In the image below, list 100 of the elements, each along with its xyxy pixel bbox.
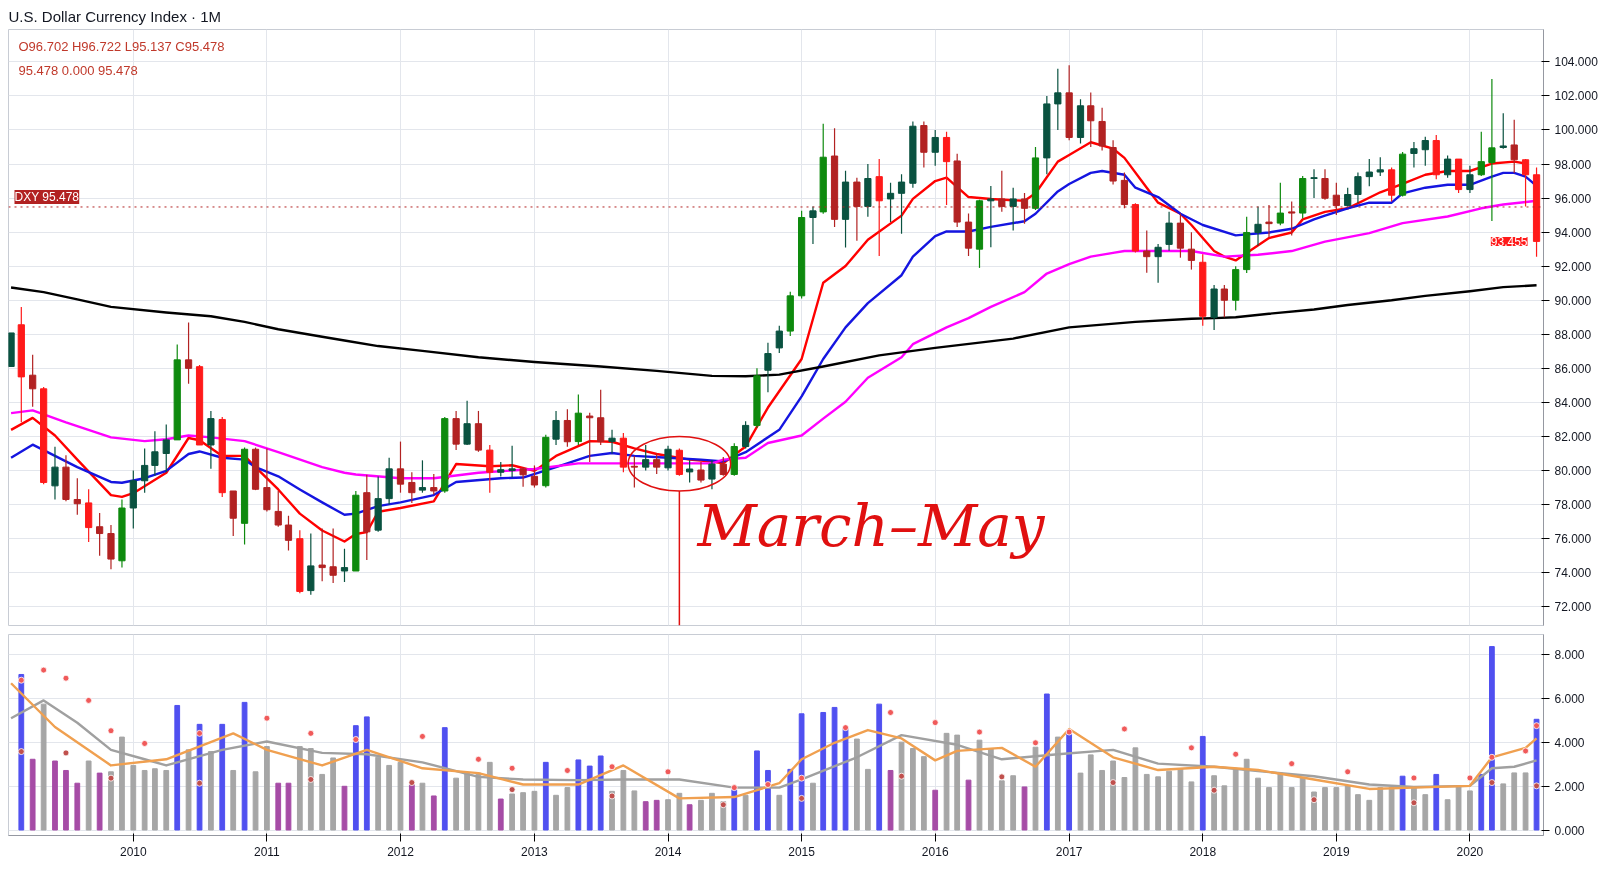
y-tick-label: 98.000 — [1554, 157, 1592, 172]
bar — [163, 769, 170, 831]
bar — [653, 799, 660, 831]
bar — [965, 779, 972, 831]
candlestick — [408, 471, 416, 504]
bar — [754, 750, 760, 831]
candlestick — [1276, 182, 1284, 226]
bar — [898, 741, 905, 831]
bar — [575, 759, 582, 831]
candlestick — [987, 185, 995, 248]
candlestick — [1220, 284, 1228, 318]
bar — [776, 794, 783, 831]
bar — [1066, 732, 1073, 831]
candlestick — [653, 452, 661, 475]
y-tick-label: 90.000 — [1554, 293, 1592, 308]
point — [1288, 760, 1296, 768]
candlestick — [284, 515, 293, 552]
bar — [264, 746, 270, 831]
candlestick — [1154, 243, 1162, 284]
candlestick — [1510, 119, 1518, 174]
point — [1410, 774, 1418, 782]
bar — [1288, 787, 1295, 831]
candlestick — [1321, 168, 1329, 201]
candlestick — [1466, 165, 1474, 194]
bar — [1511, 772, 1518, 831]
candlestick — [664, 445, 672, 472]
point — [719, 801, 727, 809]
point — [1232, 750, 1240, 758]
bar — [1277, 772, 1284, 831]
point — [887, 709, 894, 716]
point — [1065, 728, 1073, 736]
point — [1466, 774, 1474, 782]
y-tick-label: 94.000 — [1554, 225, 1592, 240]
bar — [787, 768, 794, 831]
y-tick-label: 0.000 — [1554, 823, 1585, 838]
bar — [1143, 773, 1150, 831]
bar — [52, 760, 58, 831]
point — [1533, 722, 1540, 730]
x-tick-label: 2014 — [654, 844, 682, 859]
point — [1109, 779, 1117, 786]
bar — [887, 769, 894, 831]
candlestick — [96, 512, 104, 557]
candlestick — [141, 447, 149, 494]
point — [62, 674, 70, 682]
point — [307, 729, 315, 737]
candlestick — [318, 527, 326, 582]
y-tick-label: 80.000 — [1554, 464, 1592, 479]
point — [475, 755, 482, 763]
point — [798, 794, 806, 802]
point — [107, 727, 115, 735]
candlestick — [151, 430, 159, 477]
candlestick — [340, 548, 349, 583]
y-tick-label: 96.000 — [1554, 191, 1592, 206]
bar — [1021, 786, 1028, 831]
candlestick — [775, 325, 783, 354]
bar — [419, 782, 426, 831]
point — [1488, 753, 1496, 761]
y-tick-label: 74.000 — [1554, 566, 1592, 581]
bar — [597, 755, 604, 831]
bar — [932, 789, 939, 831]
bar — [910, 748, 916, 831]
bar — [564, 787, 571, 831]
bar — [352, 725, 359, 831]
bar — [1433, 773, 1440, 831]
bar — [441, 727, 448, 831]
x-tick-label: 2018 — [1189, 844, 1217, 859]
bar — [665, 799, 671, 831]
point — [508, 786, 516, 793]
bar — [810, 782, 816, 831]
candlestick — [708, 459, 716, 490]
bar — [1299, 777, 1306, 831]
candlestick — [1499, 112, 1507, 150]
bar — [1489, 646, 1495, 831]
y-tick-label: 6.000 — [1554, 691, 1585, 706]
candlestick — [1187, 231, 1196, 271]
candlestick — [552, 410, 560, 446]
point — [1533, 782, 1540, 790]
candlestick — [1354, 171, 1362, 204]
x-tick-label: 2011 — [253, 844, 281, 859]
x-tick-label: 2015 — [788, 844, 816, 859]
x-tick-label: 2016 — [921, 844, 949, 859]
candlestick — [809, 206, 817, 245]
point — [141, 740, 149, 747]
bar — [553, 794, 559, 831]
bar — [96, 772, 103, 831]
bar — [1344, 785, 1351, 831]
candlestick — [1477, 131, 1485, 177]
point — [196, 729, 203, 737]
bar — [586, 765, 593, 831]
candlestick — [29, 354, 37, 408]
candlestick — [329, 527, 337, 584]
bar — [842, 727, 849, 831]
bar — [1199, 735, 1206, 831]
bar — [497, 798, 504, 831]
candlestick — [1087, 91, 1095, 148]
candlestick — [463, 400, 471, 446]
candlestick — [764, 342, 772, 393]
bar — [330, 757, 337, 831]
bar — [1333, 787, 1340, 831]
annotation: 95.478 0.000 95.478 — [18, 62, 138, 78]
